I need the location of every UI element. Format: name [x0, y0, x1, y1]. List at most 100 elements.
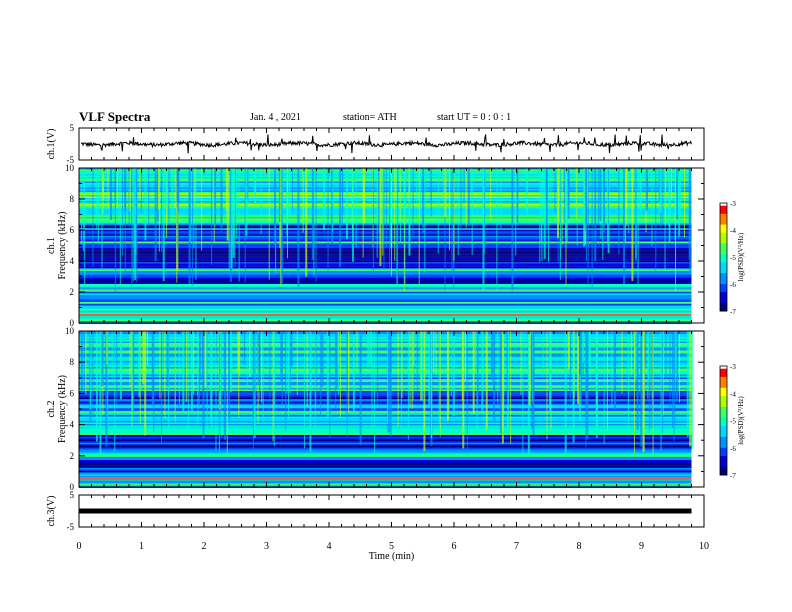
colorbar-segment [720, 302, 727, 307]
sferic-streak [165, 168, 168, 207]
sferic-streak [95, 331, 98, 442]
band-row [79, 442, 692, 445]
sferic-streak [668, 168, 670, 243]
band-row [79, 337, 692, 339]
sferic-streak [460, 168, 462, 230]
sferic-streak [642, 331, 645, 452]
sferic-streak [665, 331, 667, 379]
band-row [79, 405, 692, 407]
x-tick-label: 8 [577, 541, 582, 552]
sferic-streak [463, 168, 465, 204]
sferic-streak [359, 331, 362, 446]
colorbar-segment [720, 213, 727, 217]
band-row [79, 368, 692, 371]
sferic-streak [481, 331, 484, 412]
sferic-streak [676, 168, 679, 220]
band-row [79, 449, 692, 452]
sferic-streak [565, 168, 567, 238]
band-row [79, 316, 692, 319]
band-row [79, 195, 692, 197]
band-row [79, 335, 692, 338]
colorbar-segment [720, 461, 727, 465]
sferic-streak [252, 331, 254, 453]
sferic-streak [496, 168, 498, 292]
colorbar-segment [720, 420, 727, 424]
y-tick-label: -5 [67, 522, 75, 532]
sferic-streak [132, 168, 134, 282]
band-row [79, 273, 692, 275]
band-row [79, 458, 692, 461]
y-tick-label: 2 [70, 451, 75, 461]
band-row [79, 380, 692, 383]
sferic-streak [501, 331, 504, 444]
sferic-streak [248, 331, 250, 378]
band-row [79, 189, 692, 191]
sferic-streak [140, 168, 142, 213]
colorbar-segment [720, 376, 727, 381]
sferic-streak [493, 331, 496, 422]
sferic-streak [122, 168, 124, 256]
sferic-streak [282, 168, 284, 222]
emission-line [79, 241, 692, 244]
colorbar-tick-label: -3 [730, 200, 736, 208]
sferic-streak [383, 168, 385, 270]
band-row [79, 263, 692, 266]
x-tick-label: 2 [202, 541, 207, 552]
sferic-streak [497, 331, 499, 404]
sferic-streak [166, 331, 169, 387]
sferic-streak [607, 168, 609, 225]
band-row [79, 341, 692, 344]
sferic-streak [546, 331, 548, 440]
band-row [79, 184, 692, 187]
colorbar-segment [720, 284, 727, 288]
sferic-streak [116, 168, 118, 209]
band-row [79, 481, 692, 484]
sferic-streak [651, 331, 654, 428]
sferic-streak [178, 331, 180, 405]
sferic-streak [176, 168, 178, 203]
sferic-streak [677, 168, 679, 211]
sferic-streak [408, 168, 411, 256]
colorbar-segment [720, 415, 727, 419]
sferic-streak [659, 168, 662, 214]
sferic-streak [114, 331, 116, 452]
sferic-streak [669, 168, 671, 242]
band-row [79, 441, 692, 444]
band-row [79, 169, 692, 172]
band-row [79, 450, 692, 453]
band-row [79, 253, 692, 255]
sferic-streak [198, 331, 200, 406]
sferic-streak [90, 331, 92, 411]
band-row [79, 240, 692, 242]
sferic-streak [611, 331, 613, 407]
band-row [79, 277, 692, 280]
band-row [79, 445, 692, 448]
sferic-streak [327, 168, 329, 272]
emission-line [79, 289, 692, 292]
band-row [79, 413, 692, 416]
sferic-streak [305, 168, 308, 277]
colorbar-segment [720, 273, 727, 277]
sferic-streak [636, 331, 639, 431]
sferic-streak [499, 331, 502, 434]
colorbar-frame [719, 202, 728, 312]
sferic-streak [260, 168, 262, 235]
sferic-streak [543, 168, 546, 259]
colorbar-segment [720, 417, 727, 421]
band-row [79, 353, 692, 356]
sferic-streak [627, 331, 629, 430]
sferic-streak [139, 168, 141, 201]
sferic-streak [466, 331, 468, 453]
x-tick-label: 10 [699, 541, 709, 552]
sferic-streak [81, 168, 83, 245]
band-row [79, 175, 692, 178]
sferic-streak [184, 331, 186, 403]
sferic-streak [520, 331, 522, 395]
sferic-streak [451, 168, 453, 276]
sferic-streak [644, 331, 646, 367]
sferic-streak [210, 331, 213, 424]
colorbar-segment [720, 453, 727, 457]
band-row [79, 467, 692, 470]
band-row [79, 356, 692, 359]
colorbar-segment [720, 254, 727, 258]
